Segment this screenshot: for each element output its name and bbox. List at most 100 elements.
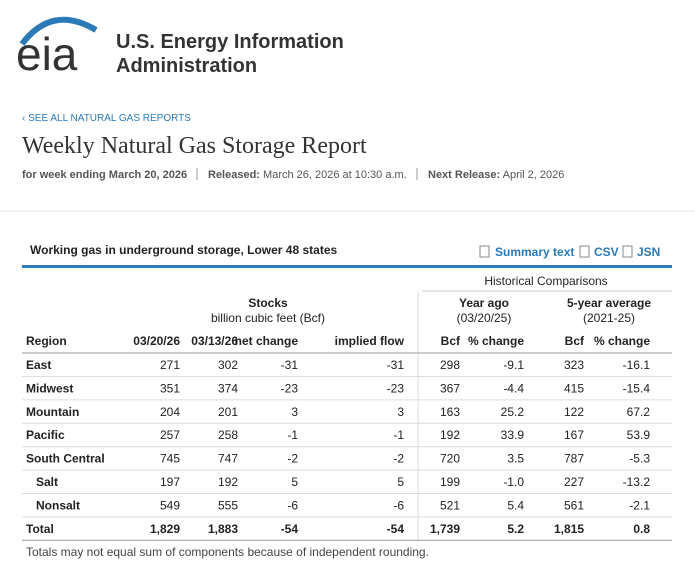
next-date: April 2, 2026 [503, 169, 565, 181]
row-label: East [26, 358, 51, 372]
cell: 227 [564, 475, 584, 489]
cell: -16.1 [623, 358, 651, 372]
cell: 0.8 [633, 522, 650, 536]
link[interactable]: Summary text [495, 245, 574, 259]
org-name: U.S. Energy Information [116, 31, 344, 53]
row-label: Midwest [26, 381, 73, 395]
cell: -1 [287, 428, 298, 442]
cell: 199 [440, 475, 460, 489]
logo-arc [19, 16, 98, 46]
cell: -54 [281, 522, 299, 536]
next-label: Next Release: [428, 169, 500, 181]
cell: 521 [440, 498, 460, 512]
cell: 302 [218, 358, 238, 372]
cell: -31 [387, 358, 405, 372]
cell: 5 [291, 475, 298, 489]
cell: -4.4 [503, 381, 524, 395]
icon [579, 245, 590, 258]
cell: 201 [218, 405, 238, 419]
next-release: Next Release: April 2, 2026 [428, 169, 564, 181]
cell: -6 [287, 498, 298, 512]
column-header: Bcf [441, 334, 461, 348]
cell: 192 [440, 428, 460, 442]
column-header: 03/13/26 [191, 334, 238, 348]
column-header: 03/20/26 [133, 334, 180, 348]
cell: 258 [218, 428, 238, 442]
cell: 25.2 [501, 405, 525, 419]
cell: 3.5 [507, 452, 524, 466]
cell: 53.9 [627, 428, 651, 442]
column-header: % change [594, 334, 650, 348]
icon [479, 245, 490, 258]
cell: -5.3 [629, 452, 650, 466]
cell: 163 [440, 405, 460, 419]
column-header: implied flow [335, 334, 405, 348]
cell: 3 [291, 405, 298, 419]
column-header: net change [235, 334, 299, 348]
back-link[interactable]: ‹ SEE ALL NATURAL GAS REPORTS [22, 113, 191, 124]
cell: 555 [218, 498, 238, 512]
cell: 1,829 [150, 522, 180, 536]
cell: -15.4 [623, 381, 651, 395]
cell: -2.1 [629, 498, 650, 512]
page-title: Weekly Natural Gas Storage Report [22, 133, 367, 159]
released-label: Released: [208, 169, 260, 181]
cell: 197 [160, 475, 180, 489]
cell: 1,883 [208, 522, 238, 536]
row-label: South Central [26, 452, 105, 466]
cell: 3 [397, 405, 404, 419]
cell: 367 [440, 381, 460, 395]
icon [622, 245, 633, 258]
footnote: Totals may not equal sum of components b… [26, 545, 429, 559]
row-label: Nonsalt [36, 498, 80, 512]
cell: 374 [218, 381, 238, 395]
cell: 549 [160, 498, 180, 512]
cell: -9.1 [503, 358, 524, 372]
column-header: % change [468, 334, 524, 348]
group-header: 5-year average [567, 296, 651, 310]
cell: 720 [440, 452, 460, 466]
cell: 5.4 [507, 498, 524, 512]
cell: -54 [387, 522, 405, 536]
group-header: Historical Comparisons [484, 274, 607, 288]
week: for week ending March 20, 2026 [22, 169, 187, 181]
cell: 122 [564, 405, 584, 419]
released-date: March 26, 2026 at 10:30 a.m. [263, 169, 407, 181]
cell: 5 [397, 475, 404, 489]
cell: 415 [564, 381, 584, 395]
cell: 787 [564, 452, 584, 466]
cell: -31 [281, 358, 299, 372]
cell: 5.2 [507, 522, 524, 536]
cell: -1 [393, 428, 404, 442]
cell: 351 [160, 381, 180, 395]
cell: 747 [218, 452, 238, 466]
released: Released: March 26, 2026 at 10:30 a.m. [208, 169, 407, 181]
org-name: Administration [116, 55, 257, 77]
cell: 745 [160, 452, 180, 466]
row-label: Mountain [26, 405, 79, 419]
cell: 323 [564, 358, 584, 372]
group-subheader: (2021-25) [583, 311, 635, 325]
group-subheader: billion cubic feet (Bcf) [211, 311, 325, 325]
cell: 1,739 [430, 522, 460, 536]
table-title: Working gas in underground storage, Lowe… [30, 243, 337, 257]
cell: -6 [393, 498, 404, 512]
cell: -2 [393, 452, 404, 466]
cell: -1.0 [503, 475, 524, 489]
cell: 192 [218, 475, 238, 489]
cell: 271 [160, 358, 180, 372]
link[interactable]: JSN [637, 245, 660, 259]
cell: 67.2 [627, 405, 651, 419]
cell: 257 [160, 428, 180, 442]
row-label: Total [26, 522, 54, 536]
table-rule [22, 265, 672, 268]
cell: 33.9 [501, 428, 525, 442]
group-header: Stocks [248, 296, 288, 310]
cell: -23 [387, 381, 405, 395]
cell: 561 [564, 498, 584, 512]
group-subheader: (03/20/25) [457, 311, 512, 325]
cell: 298 [440, 358, 460, 372]
link[interactable]: CSV [594, 245, 619, 259]
row-label: Pacific [26, 428, 65, 442]
